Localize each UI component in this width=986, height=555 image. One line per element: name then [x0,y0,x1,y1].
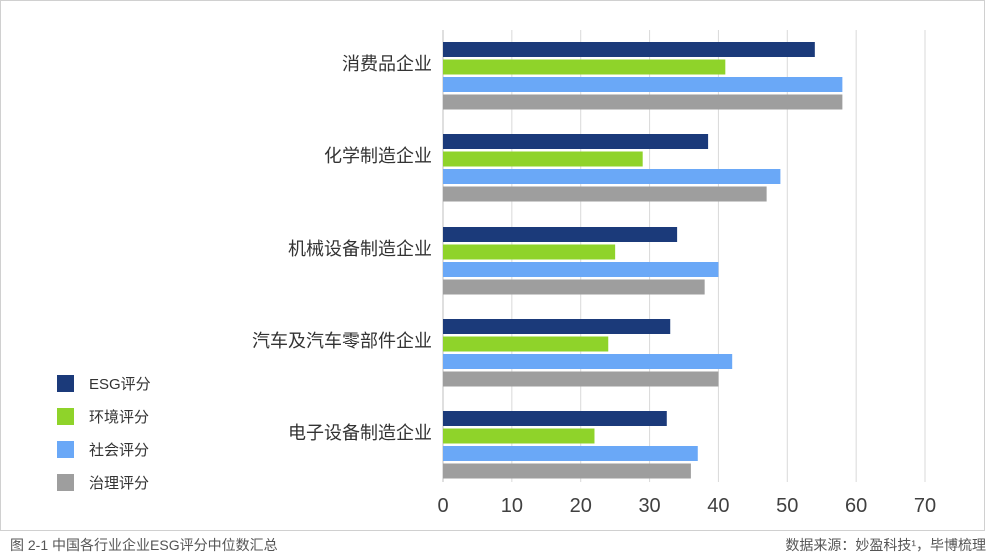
bar [443,446,698,461]
x-tick-label: 20 [570,495,592,517]
x-tick-label: 0 [437,495,448,517]
x-tick-label: 40 [707,495,729,517]
bar [443,336,609,352]
bar [443,227,678,242]
legend-label: ESG评分 [89,376,151,393]
category-label: 电子设备制造企业 [288,423,432,443]
bar [443,428,595,444]
category-label: 化学制造企业 [324,146,432,166]
bar [443,151,643,167]
bar [443,354,733,369]
bar [443,169,781,184]
bar [443,186,767,202]
legend-swatch [57,375,74,392]
x-tick-label: 50 [776,495,798,517]
bar [443,244,616,260]
category-label: 汽车及汽车零部件企业 [252,331,432,351]
category-label: 消费品企业 [342,54,432,74]
legend-swatch [57,408,74,425]
data-source: 数据来源：妙盈科技¹，毕博梳理 [785,537,986,553]
bar [443,262,719,277]
bar [443,77,843,92]
bar [443,134,709,149]
legend-label: 社会评分 [89,442,149,459]
figure-caption: 图 2-1 中国各行业企业ESG评分中位数汇总 [10,537,278,553]
bar [443,42,815,57]
x-tick-label: 10 [501,495,523,517]
bar [443,463,691,479]
legend-label: 环境评分 [89,408,149,426]
x-tick-label: 70 [914,495,936,517]
bar [443,59,726,75]
legend-swatch [57,441,74,458]
chart-frame: 消费品企业化学制造企业机械设备制造企业汽车及汽车零部件企业电子设备制造企业 0 1… [0,0,985,531]
bar [443,411,667,426]
category-label: 机械设备制造企业 [288,239,432,259]
legend-swatch [57,474,74,491]
x-tick-labels: 0 10 20 30 40 50 60 70 [437,495,936,517]
x-tick-label: 60 [845,495,867,517]
bar [443,279,705,295]
legend-label: 治理评分 [89,475,149,492]
x-tick-label: 30 [638,495,660,517]
bars [443,42,843,479]
bar [443,94,843,110]
bar [443,371,719,387]
bar [443,319,671,334]
